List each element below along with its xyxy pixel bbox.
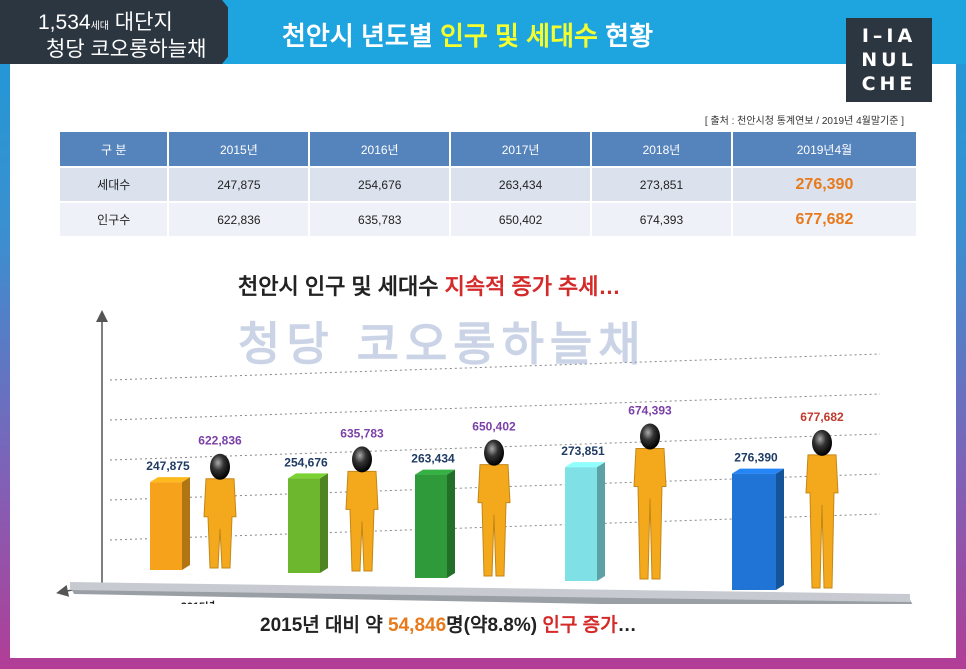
bar — [288, 478, 320, 573]
table-cell: 247,875 — [169, 168, 309, 201]
table-cell: 674,393 — [592, 203, 731, 236]
bar-data-label: 273,851 — [561, 444, 605, 458]
summary-part3: 명(약8.8%) — [446, 615, 543, 636]
row-label: 인구수 — [60, 203, 168, 236]
header-cell: 2018년 — [592, 132, 731, 166]
header-cell: 2015년 — [169, 132, 309, 166]
bar — [732, 473, 776, 590]
title-part1: 천안시 년도별 — [282, 21, 440, 51]
bar-top — [415, 469, 455, 475]
summary-number: 54,846 — [388, 615, 447, 636]
bar-data-label: 254,676 — [284, 455, 328, 469]
subtitle-highlight: 지속적 증가 추세… — [444, 274, 621, 299]
brand-count-unit: 세대 — [90, 21, 109, 32]
bar-chart: 247,875 622,836 254,676 635,783 263,434 650,4… — [56, 310, 913, 604]
table-row: 인구수 622,836 635,783 650,402 674,393 677,… — [60, 203, 916, 236]
bar-top — [732, 468, 784, 474]
subtitle-part1: 천안시 인구 및 세대수 — [238, 274, 445, 299]
person-data-label: 674,393 — [628, 403, 672, 417]
header-cell: 2017년 — [451, 132, 591, 166]
person-data-label: 635,783 — [340, 426, 384, 440]
person-head — [210, 453, 230, 480]
title-highlight: 인구 및 세대수 — [439, 21, 598, 51]
brand-box: 1,534세대 대단지 청당 코오롱하늘채 — [0, 0, 228, 64]
brand-name: 청당 코오롱하늘채 — [46, 38, 207, 61]
title-part3: 현황 — [597, 21, 654, 51]
watermark: 청당 코오롱하늘채 — [238, 317, 647, 371]
bar-side — [597, 462, 605, 581]
table-cell-highlight: 276,390 — [732, 168, 916, 201]
bar-side — [447, 469, 455, 578]
bar — [565, 467, 597, 581]
bar-side — [182, 477, 190, 570]
person-body — [477, 464, 511, 577]
table-cell: 263,434 — [451, 168, 591, 201]
bar-top — [150, 477, 190, 483]
x-tick-label: 2015년 — [181, 599, 216, 604]
person-body — [805, 454, 839, 589]
chart-subtitle: 천안시 인구 및 세대수 지속적 증가 추세… — [238, 269, 621, 301]
table-header-row: 구 분 2015년 2016년 2017년 2018년 2019년4월 — [60, 132, 916, 166]
person-head — [812, 429, 832, 456]
brand-headline: 1,534세대 대단지 — [38, 6, 173, 36]
header-cell: 구 분 — [60, 132, 168, 166]
bar-data-label: 247,875 — [146, 459, 190, 473]
source-note: [ 출처 : 천안시청 통계연보 / 2019년 4월말기준 ] — [704, 116, 904, 127]
summary-text: 2015년 대비 약 54,846명(약8.8%) 인구 증가… — [260, 610, 637, 637]
person-data-label: 650,402 — [472, 420, 516, 434]
company-logo: I–IA NUL CHE — [846, 18, 932, 102]
person-data-label: 622,836 — [198, 434, 242, 448]
bar-top — [565, 462, 605, 468]
floor-platform — [70, 582, 910, 602]
table-cell: 635,783 — [310, 203, 450, 236]
bar-data-label: 276,390 — [734, 451, 778, 465]
row-label: 세대수 — [60, 168, 168, 201]
content-panel: [ 출처 : 천안시청 통계연보 / 2019년 4월말기준 ] 구 분 201… — [10, 64, 956, 658]
table-cell: 273,851 — [592, 168, 731, 201]
person-body — [345, 470, 379, 572]
person-data-label: 677,682 — [800, 410, 844, 424]
brand-word: 대단지 — [108, 11, 173, 34]
table-row: 세대수 247,875 254,676 263,434 273,851 276,… — [60, 168, 916, 201]
logo-line-3: CHE — [861, 73, 917, 95]
table-cell: 622,836 — [169, 203, 309, 236]
bar-top — [288, 473, 328, 479]
bar-side — [776, 468, 784, 590]
person-body — [203, 478, 237, 569]
table-cell: 254,676 — [310, 168, 450, 201]
logo-line-1: I–IA — [861, 25, 917, 47]
person-head — [352, 446, 372, 473]
gridline — [109, 393, 881, 421]
person-head — [640, 423, 660, 450]
bar — [150, 482, 182, 570]
summary-highlight: 인구 증가 — [542, 615, 618, 636]
header-cell: 2016년 — [310, 132, 450, 166]
bar-side — [320, 473, 328, 573]
table-cell: 650,402 — [451, 203, 591, 236]
gridline — [109, 353, 881, 381]
summary-part5: … — [617, 615, 637, 636]
logo-line-2: NUL — [861, 49, 917, 71]
person-body — [633, 447, 667, 580]
page-title: 천안시 년도별 인구 및 세대수 현황 — [282, 16, 653, 53]
stats-table: 구 분 2015년 2016년 2017년 2018년 2019년4월 세대수 … — [58, 130, 918, 238]
bar-data-label: 263,434 — [411, 452, 455, 466]
table-cell-highlight: 677,682 — [732, 203, 916, 236]
brand-count: 1,534 — [38, 11, 91, 34]
header-cell: 2019년4월 — [732, 132, 916, 166]
summary-part1: 2015년 대비 약 — [260, 615, 389, 636]
bar — [415, 474, 447, 578]
person-head — [484, 439, 504, 466]
